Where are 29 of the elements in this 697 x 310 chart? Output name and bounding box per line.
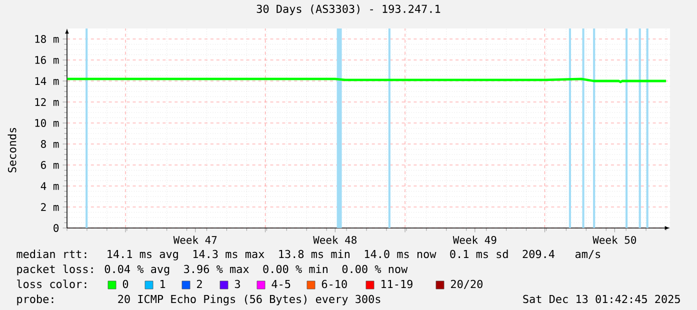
text: median rtt: 14.1 ms avg 14.3 ms max 13.8 ms min 14.0 ms now 0.1 ms sd 209.4 am/s: [16, 250, 600, 260]
y-tick-label: 16 m: [35, 56, 59, 64]
text: Sat Dec 13 01:42:45 2025: [523, 294, 680, 304]
y-tick-label: 12 m: [35, 98, 59, 106]
y-tick-label: 10 m: [35, 119, 59, 127]
text: probe: 20 ICMP Echo Pings (56 Bytes) every 300s: [17, 294, 380, 306]
y-axis-title: Seconds: [8, 128, 16, 172]
text: 2: [197, 280, 202, 288]
text: 0: [122, 280, 128, 288]
y-tick-label: 18 m: [35, 35, 59, 43]
x-tick-label: Week 48: [313, 236, 357, 244]
y-tick-label: 14 m: [35, 77, 59, 85]
text: 6-10: [322, 280, 347, 288]
y-tick-label: 2 m: [41, 203, 59, 211]
text: 11-19: [382, 280, 412, 288]
text: loss color:: [17, 280, 86, 288]
x-tick-label: Week 49: [452, 236, 496, 244]
x-tick-label: Week 47: [173, 236, 217, 244]
text: packet loss: 0.04 % avg 3.96 % max 0.00 % min 0.00 % now: [17, 264, 408, 276]
text: 20/20: [451, 280, 482, 290]
y-tick-label: 4 m: [40, 182, 59, 190]
text: 4-5: [272, 280, 290, 288]
y-tick-label: 8 m: [41, 140, 59, 148]
chart-title: 30 Days (AS3303) - 193.247.1: [256, 4, 440, 16]
text: 3: [234, 280, 240, 288]
y-tick-label: 0: [54, 224, 59, 232]
x-tick-label: Week 50: [592, 236, 636, 244]
text: 1: [160, 280, 166, 288]
y-tick-label: 6 m: [41, 161, 59, 169]
